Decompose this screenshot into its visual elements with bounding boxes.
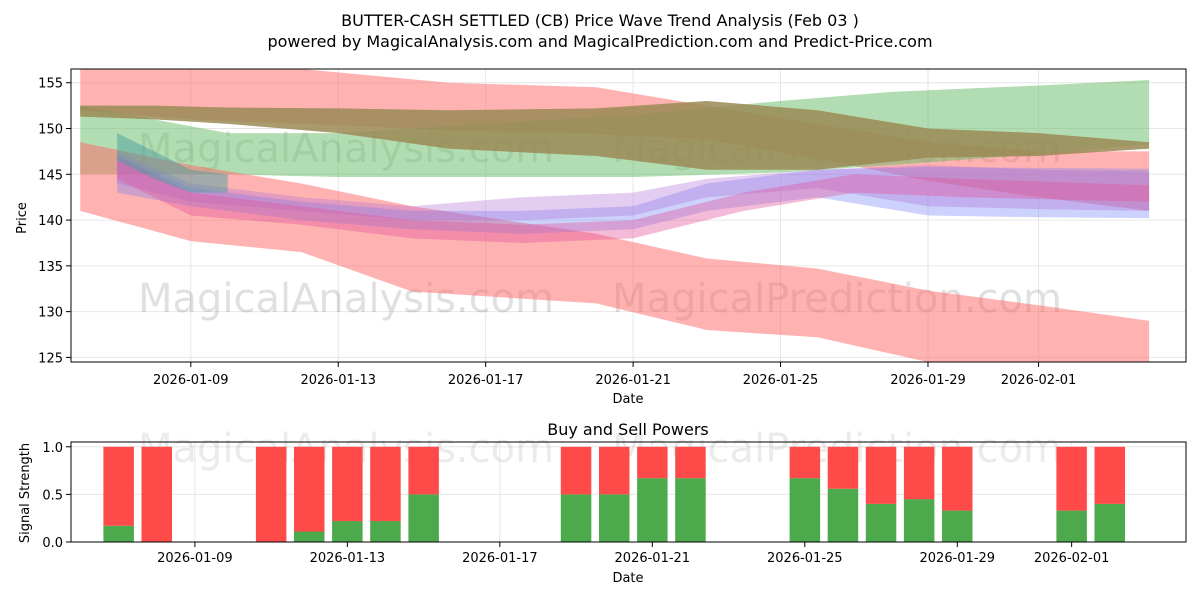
buy-bar <box>789 478 821 542</box>
chart-title: BUTTER-CASH SETTLED (CB) Price Wave Tren… <box>341 11 859 30</box>
price-y-tick-label: 130 <box>38 306 63 321</box>
signal-y-tick-label: 0.5 <box>42 488 63 503</box>
buy-bar <box>675 478 706 542</box>
buy-bar <box>560 494 592 542</box>
olive-wave-band <box>80 101 1150 170</box>
sell-bar <box>370 446 401 522</box>
buy-bar <box>827 488 859 542</box>
sell-bar <box>599 446 630 495</box>
signal-panel: Buy and Sell Powers MagicalAnalysis.com … <box>18 420 1187 586</box>
sell-bar <box>255 446 287 542</box>
buy-bar <box>370 521 401 542</box>
price-x-tick-label: 2026-01-13 <box>300 373 376 388</box>
signal-x-tick-label: 2026-01-09 <box>157 551 233 566</box>
signal-x-tick-label: 2026-01-29 <box>920 551 996 566</box>
signal-x-tick-label: 2026-01-13 <box>310 551 386 566</box>
sell-bar <box>865 446 897 504</box>
signal-x-tick-label: 2026-02-01 <box>1034 551 1110 566</box>
sell-bar <box>637 446 668 479</box>
sell-bar <box>1056 446 1087 511</box>
signal-y-label: Signal Strength <box>18 443 33 543</box>
buy-bar <box>408 494 439 542</box>
price-x-tick-label: 2026-01-29 <box>890 373 966 388</box>
signal-y-tick-label: 0.0 <box>42 536 63 551</box>
teal-wave-band <box>117 133 228 193</box>
sell-bar <box>903 446 935 500</box>
signal-x-label: Date <box>612 571 643 586</box>
buy-bar <box>942 510 973 542</box>
chart-subtitle: powered by MagicalAnalysis.com and Magic… <box>267 32 932 51</box>
signal-y-tick-label: 1.0 <box>42 441 63 456</box>
purple-wave-band <box>117 151 1150 221</box>
signal-x-tick-label: 2026-01-17 <box>462 551 538 566</box>
price-x-tick-label: 2026-01-25 <box>743 373 819 388</box>
signal-title: Buy and Sell Powers <box>547 420 709 439</box>
pink-wave-band <box>117 156 1150 243</box>
price-y-tick-label: 135 <box>38 260 63 275</box>
price-y-tick-label: 150 <box>38 123 63 138</box>
sell-bar <box>675 446 706 479</box>
sell-bar <box>560 446 592 495</box>
price-x-tick-label: 2026-02-01 <box>1001 373 1077 388</box>
signal-x-tick-label: 2026-01-25 <box>767 551 843 566</box>
sell-bar <box>294 446 325 532</box>
price-x-label: Date <box>612 392 643 407</box>
price-x-tick-label: 2026-01-21 <box>595 373 671 388</box>
red-lower-wave-band <box>80 142 1150 362</box>
price-x-tick-label: 2026-01-17 <box>448 373 524 388</box>
red-upper-wave-band <box>80 69 1150 211</box>
sell-bar <box>1094 446 1125 504</box>
signal-bars <box>103 446 1125 542</box>
signal-plot-frame <box>70 441 1187 543</box>
buy-bar <box>599 494 630 542</box>
buy-bar <box>332 521 363 542</box>
price-wave-panel: MagicalAnalysis.com MagicalPrediction.co… <box>15 68 1187 407</box>
price-y-tick-label: 125 <box>38 351 63 366</box>
price-y-tick-label: 145 <box>38 168 63 183</box>
sell-bar <box>408 446 439 495</box>
signal-x-tick-label: 2026-01-21 <box>615 551 691 566</box>
price-y-tick-label: 155 <box>38 77 63 92</box>
blue-wave-band <box>117 156 1150 234</box>
signal-axes: 2026-01-09 2026-01-13 2026-01-17 2026-01-21… <box>42 441 1109 566</box>
price-y-label: Price <box>15 202 30 234</box>
buy-bar <box>294 531 325 542</box>
price-plot-frame <box>70 68 1187 363</box>
buy-bar <box>103 525 134 542</box>
buy-bar <box>903 499 935 542</box>
price-y-tick-label: 140 <box>38 214 63 229</box>
price-axes: 2026-01-09 2026-01-13 2026-01-17 2026-01-21… <box>38 77 1076 388</box>
sell-bar <box>103 446 134 526</box>
sell-bar <box>789 446 821 479</box>
price-bands <box>80 69 1150 362</box>
sell-bar <box>942 446 973 511</box>
buy-bar <box>1094 503 1125 542</box>
sell-bar <box>141 446 172 542</box>
buy-bar <box>865 503 897 542</box>
sell-bar <box>332 446 363 522</box>
price-x-tick-label: 2026-01-09 <box>153 373 229 388</box>
sell-bar <box>827 446 859 489</box>
buy-bar <box>637 478 668 542</box>
buy-bar <box>1056 510 1087 542</box>
